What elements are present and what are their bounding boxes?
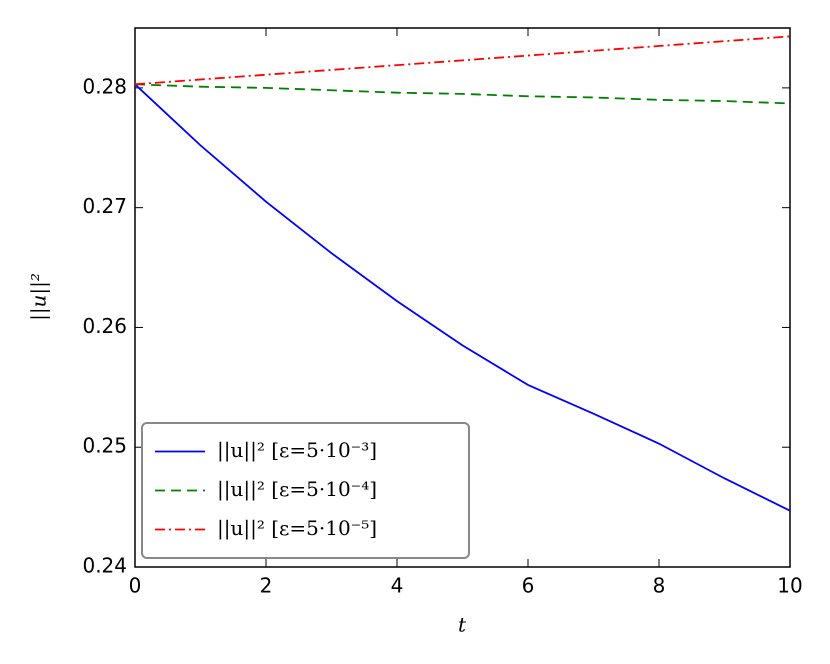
data-line [134,83,791,105]
x-tick-label: 2 [260,574,273,598]
y-tick-label: 0.24 [82,554,127,578]
x-tick-label: 0 [129,574,142,598]
plot-frame [134,27,791,568]
y-tick-label: 0.27 [82,194,127,218]
y-tick-label: 0.28 [82,74,127,98]
y-axis-label: ||u||² [27,273,52,321]
data-line [134,83,791,512]
legend-label: ||u||² [ε=5·10⁻³] [217,438,377,463]
legend-label: ||u||² [ε=5·10⁻⁵] [217,516,377,541]
x-tick-label: 8 [653,574,666,598]
x-tick-label: 6 [522,574,535,598]
legend-box [141,422,470,559]
y-tick-label: 0.25 [82,434,127,458]
data-line [134,35,791,86]
x-tick-label: 4 [391,574,404,598]
x-tick-label: 10 [777,574,802,598]
y-tick-label: 0.26 [82,314,127,338]
legend-label: ||u||² [ε=5·10⁻⁴] [217,477,377,502]
x-axis-label: t [458,613,467,637]
